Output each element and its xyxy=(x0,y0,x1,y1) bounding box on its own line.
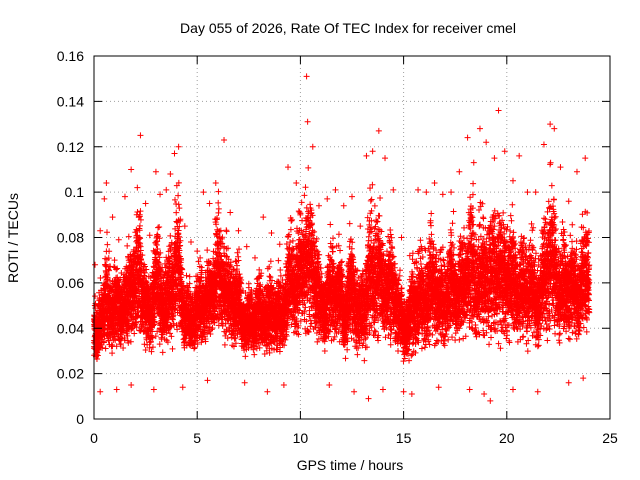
data-point xyxy=(137,208,144,215)
data-point xyxy=(275,257,282,264)
data-point xyxy=(215,199,222,206)
data-point xyxy=(169,345,176,352)
data-point xyxy=(97,274,104,281)
data-point xyxy=(104,229,111,236)
data-point xyxy=(159,349,166,356)
data-point xyxy=(209,325,216,332)
data-point xyxy=(175,201,182,208)
data-point xyxy=(167,330,174,337)
data-point xyxy=(215,205,222,212)
data-point xyxy=(133,226,140,233)
data-point xyxy=(105,267,112,274)
data-point xyxy=(105,255,112,262)
data-point xyxy=(217,227,224,234)
data-point xyxy=(256,344,263,351)
data-point xyxy=(102,345,109,352)
data-point xyxy=(289,237,296,244)
data-point xyxy=(108,341,115,348)
data-point xyxy=(186,273,193,280)
data-point xyxy=(175,192,182,199)
chart-title: Day 055 of 2026, Rate Of TEC Index for r… xyxy=(180,20,516,36)
data-point xyxy=(296,209,303,216)
data-point xyxy=(111,257,118,264)
data-point xyxy=(221,341,228,348)
data-point xyxy=(204,247,211,254)
data-point xyxy=(267,274,274,281)
data-point xyxy=(156,223,163,230)
data-point xyxy=(93,356,100,363)
data-point xyxy=(173,209,180,216)
data-point xyxy=(125,233,132,240)
data-point xyxy=(113,343,120,350)
data-point xyxy=(242,353,249,360)
data-points xyxy=(91,73,593,404)
data-point xyxy=(99,344,106,351)
data-point xyxy=(167,232,174,239)
data-point xyxy=(168,333,175,340)
data-point xyxy=(104,241,111,248)
data-point xyxy=(210,255,217,262)
data-point xyxy=(105,266,112,273)
data-point xyxy=(100,339,107,346)
data-point xyxy=(176,205,183,212)
grid xyxy=(94,56,610,419)
data-point xyxy=(106,248,113,255)
data-point xyxy=(124,242,131,249)
data-point xyxy=(277,267,284,274)
data-point xyxy=(114,265,121,272)
data-point xyxy=(231,335,238,342)
data-point xyxy=(113,266,120,273)
data-point xyxy=(109,350,116,357)
data-point xyxy=(92,293,99,300)
data-point xyxy=(127,338,134,345)
data-point xyxy=(183,272,190,279)
data-point xyxy=(267,258,274,265)
data-point xyxy=(288,217,295,224)
data-point xyxy=(155,224,162,231)
data-point xyxy=(215,188,222,195)
data-point xyxy=(223,228,230,235)
data-point xyxy=(285,233,292,240)
data-point xyxy=(171,196,178,203)
data-point xyxy=(251,351,258,358)
data-point xyxy=(94,352,101,359)
